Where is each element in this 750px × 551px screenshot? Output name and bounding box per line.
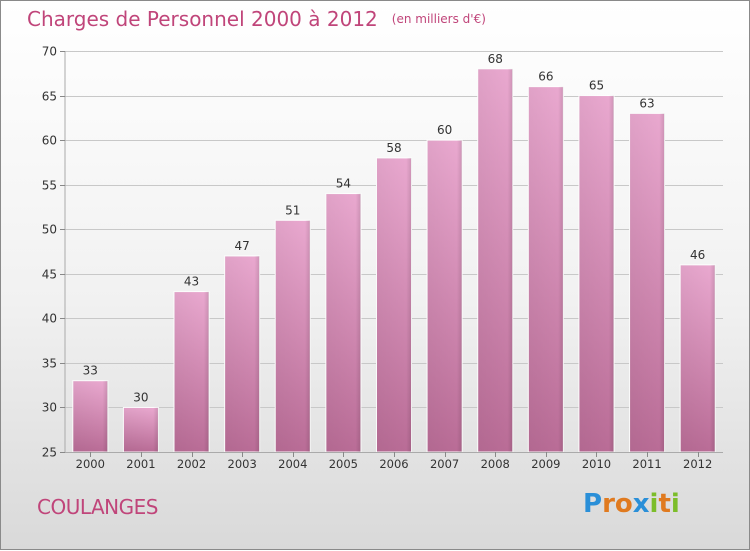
x-axis: 2000 2001 2002 2003 2004 2005 2006 2007 2008 2009…	[65, 452, 723, 471]
x-tick-label: 2002	[177, 457, 206, 471]
data-label: 58	[386, 141, 401, 155]
data-label: 68	[488, 52, 503, 66]
bar-shade	[680, 264, 716, 452]
data-label: 51	[285, 203, 300, 217]
logo-letter: i	[649, 489, 659, 519]
y-tick-label: 65	[42, 90, 57, 104]
y-tick-label: 35	[42, 357, 57, 371]
y-tick-label: 45	[42, 268, 57, 282]
y-tick-label: 30	[42, 401, 57, 415]
data-label: 46	[690, 248, 705, 262]
data-label: 43	[184, 275, 199, 289]
bar-shade	[224, 255, 260, 452]
x-tick-label: 2001	[126, 457, 155, 471]
x-tick-label: 2009	[531, 457, 560, 471]
x-tick-label: 2006	[379, 457, 408, 471]
y-tick-label: 60	[42, 134, 57, 148]
y-tick-label: 40	[42, 312, 57, 326]
data-label: 63	[639, 96, 654, 110]
bar-shade	[123, 407, 159, 452]
data-label: 54	[336, 177, 351, 191]
bar-shade	[528, 86, 564, 453]
data-label: 33	[83, 364, 98, 378]
y-tick-label: 25	[42, 446, 57, 460]
x-tick-label: 2000	[76, 457, 105, 471]
logo-letter: i	[670, 489, 680, 519]
bar-shade	[325, 193, 361, 453]
y-axis: 25 30 35 40 45 50 55 60 65 70	[42, 45, 66, 460]
bar-shade	[275, 220, 311, 452]
y-tick-label: 50	[42, 223, 57, 237]
logo-letter: x	[632, 489, 650, 519]
x-tick-label: 2004	[278, 457, 307, 471]
logo-letter: o	[614, 489, 633, 519]
logo-letter: P	[583, 489, 603, 519]
logo-letter: t	[658, 489, 671, 519]
bar-shade	[629, 113, 665, 452]
bar-shade	[578, 95, 614, 453]
bar-shade	[174, 291, 210, 452]
chart-title-text: Charges de Personnel 2000 à 2012	[27, 7, 378, 31]
data-label: 65	[589, 79, 604, 93]
x-tick-label: 2008	[481, 457, 510, 471]
data-labels: 33 30 43 47 51 54 58 60 68 66 65 63 46	[83, 52, 706, 405]
data-label: 60	[437, 123, 452, 137]
commune-name: COULANGES	[37, 495, 158, 519]
chart-title: Charges de Personnel 2000 à 2012 (en mill…	[27, 7, 486, 31]
y-tick-label: 70	[42, 45, 57, 59]
x-tick-label: 2003	[228, 457, 257, 471]
bar-shade	[376, 157, 412, 452]
bars	[72, 68, 716, 453]
logo-letter: r	[602, 489, 615, 519]
data-label: 66	[538, 70, 553, 84]
x-tick-label: 2005	[329, 457, 358, 471]
y-tick-label: 55	[42, 179, 57, 193]
x-tick-label: 2007	[430, 457, 459, 471]
x-tick-label: 2012	[683, 457, 712, 471]
bar-shade	[427, 140, 463, 452]
data-label: 47	[235, 239, 250, 253]
x-tick-label: 2011	[632, 457, 661, 471]
proxiti-logo[interactable]: Proxiti	[583, 489, 680, 519]
bar-shade	[72, 380, 108, 452]
x-tick-label: 2010	[582, 457, 611, 471]
data-label: 30	[133, 390, 148, 404]
bar-shade	[477, 68, 513, 453]
chart-subtitle: (en milliers d'€)	[391, 12, 486, 26]
